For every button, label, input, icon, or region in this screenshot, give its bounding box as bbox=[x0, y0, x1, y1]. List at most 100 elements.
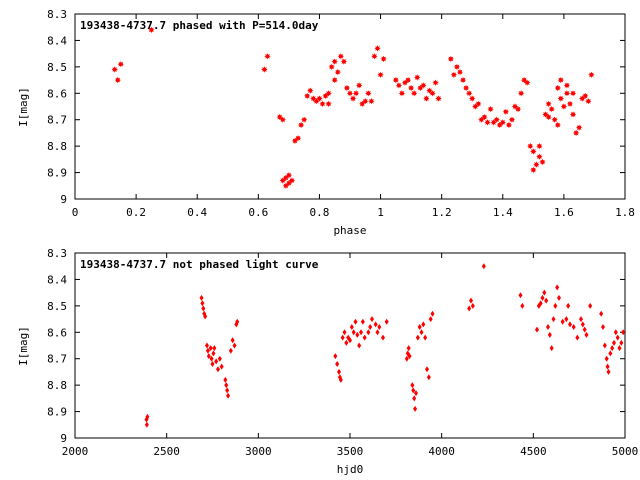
x-tick-label: 1.2 bbox=[432, 206, 452, 219]
data-point bbox=[487, 105, 494, 113]
x-tick-label: 0.8 bbox=[310, 206, 330, 219]
data-point bbox=[572, 129, 580, 137]
data-point bbox=[235, 318, 240, 325]
y-axis-label: I[mag] bbox=[17, 326, 30, 366]
data-point bbox=[530, 148, 537, 155]
x-tick-label: 1.6 bbox=[554, 206, 574, 219]
data-point bbox=[564, 316, 569, 323]
data-point bbox=[426, 374, 431, 381]
data-point bbox=[563, 82, 571, 89]
data-point bbox=[429, 90, 436, 97]
data-point bbox=[335, 361, 340, 367]
x-axis-label: phase bbox=[333, 224, 366, 237]
data-point bbox=[145, 413, 150, 420]
data-point bbox=[546, 324, 550, 330]
data-point bbox=[447, 55, 454, 63]
data-point bbox=[536, 153, 543, 160]
data-point bbox=[304, 92, 311, 100]
data-point bbox=[356, 82, 363, 89]
data-point bbox=[374, 45, 381, 52]
data-point bbox=[225, 387, 230, 394]
data-point bbox=[420, 82, 427, 89]
data-point bbox=[569, 111, 577, 118]
data-point bbox=[384, 318, 389, 325]
data-point bbox=[475, 100, 482, 108]
data-point bbox=[470, 302, 475, 309]
y-tick-label: 8.3 bbox=[47, 8, 67, 21]
data-point bbox=[285, 172, 293, 179]
y-tick-label: 8.8 bbox=[47, 140, 67, 153]
data-point bbox=[481, 263, 486, 270]
data-point bbox=[549, 345, 554, 352]
data-point bbox=[553, 302, 558, 309]
data-point bbox=[588, 302, 593, 309]
plot-title: 193438-4737.7 phased with P=514.0day bbox=[80, 19, 319, 32]
data-point bbox=[226, 392, 231, 399]
data-point bbox=[362, 334, 367, 341]
plot-frame bbox=[74, 252, 626, 439]
data-point bbox=[544, 297, 549, 304]
data-point bbox=[294, 135, 302, 142]
data-point bbox=[371, 53, 378, 60]
data-point bbox=[505, 121, 513, 129]
data-point bbox=[551, 116, 558, 123]
data-point bbox=[331, 76, 338, 84]
data-point bbox=[557, 76, 564, 84]
data-point bbox=[602, 342, 607, 349]
x-axis-label: hjd0 bbox=[337, 463, 364, 476]
x-tick-label: 0.2 bbox=[126, 206, 146, 219]
data-point bbox=[288, 177, 296, 184]
data-point bbox=[456, 68, 464, 76]
data-point bbox=[201, 305, 206, 312]
data-point bbox=[606, 368, 611, 375]
data-point bbox=[373, 321, 378, 328]
data-point bbox=[450, 71, 458, 78]
data-point bbox=[563, 90, 571, 97]
data-point bbox=[366, 329, 371, 336]
data-point bbox=[351, 329, 356, 336]
x-tick-label: 3000 bbox=[245, 445, 272, 458]
axis-ticks bbox=[74, 13, 626, 200]
data-point bbox=[469, 297, 473, 304]
data-point bbox=[325, 90, 332, 97]
y-tick-label: 8.9 bbox=[47, 406, 67, 419]
data-point bbox=[576, 124, 583, 131]
data-point bbox=[261, 66, 268, 73]
data-point bbox=[414, 74, 421, 81]
data-point bbox=[407, 84, 415, 92]
data-point bbox=[212, 345, 217, 352]
data-point bbox=[554, 84, 561, 92]
data-point bbox=[466, 90, 473, 97]
data-point bbox=[337, 53, 344, 60]
x-tick-label: 2000 bbox=[62, 445, 89, 458]
data-point bbox=[203, 313, 208, 320]
data-point bbox=[362, 98, 369, 105]
data-point bbox=[617, 345, 622, 352]
data-point bbox=[588, 71, 595, 78]
data-point bbox=[560, 318, 565, 325]
data-point bbox=[340, 334, 345, 341]
data-point bbox=[601, 324, 605, 330]
data-point bbox=[545, 113, 552, 121]
plot-frame bbox=[74, 13, 626, 200]
data-point bbox=[325, 100, 332, 108]
y-tick-label: 8.5 bbox=[47, 61, 67, 74]
data-point bbox=[200, 300, 205, 307]
data-point bbox=[211, 350, 216, 357]
data-point bbox=[566, 302, 571, 309]
axis-ticks bbox=[74, 252, 626, 439]
data-point bbox=[527, 142, 534, 150]
data-point bbox=[539, 158, 546, 166]
data-point bbox=[370, 316, 374, 323]
data-point bbox=[210, 361, 215, 367]
data-point bbox=[297, 121, 305, 129]
data-point bbox=[349, 324, 354, 330]
x-tick-label: 0.4 bbox=[187, 206, 207, 219]
data-point bbox=[264, 53, 271, 60]
data-point bbox=[413, 405, 418, 412]
data-point bbox=[338, 376, 343, 383]
y-tick-label: 8.6 bbox=[47, 87, 67, 100]
x-tick-label: 2500 bbox=[153, 445, 180, 458]
data-point bbox=[548, 105, 555, 113]
data-point bbox=[585, 98, 592, 105]
